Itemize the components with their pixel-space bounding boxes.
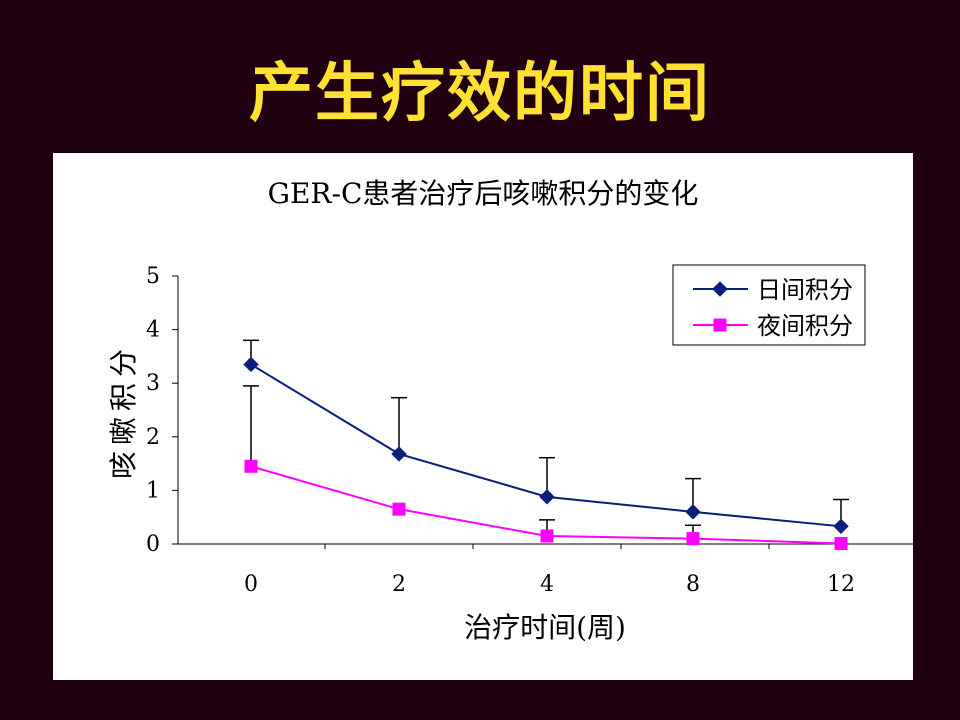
data-point-diamond xyxy=(833,518,849,535)
x-tick-label: 12 xyxy=(827,572,855,597)
x-tick-label: 4 xyxy=(540,572,554,597)
data-point-square xyxy=(244,459,258,473)
y-axis-label: 咳嗽积分 xyxy=(107,343,140,479)
x-axis-label: 治疗时间(周) xyxy=(464,611,626,644)
y-tick-label: 1 xyxy=(146,478,160,503)
data-point-diamond xyxy=(391,446,407,462)
chart-title: GER-C患者治疗后咳嗽积分的变化 xyxy=(268,177,699,210)
slide-title: 产生疗效的时间 xyxy=(249,57,711,131)
y-tick-label: 4 xyxy=(146,318,160,343)
legend-marker xyxy=(712,281,728,297)
legend-marker xyxy=(713,318,727,332)
data-point-square xyxy=(686,532,700,546)
x-tick-label: 8 xyxy=(686,572,700,597)
y-tick-label: 2 xyxy=(146,425,160,450)
x-tick-label: 0 xyxy=(244,572,258,597)
legend-label: 日间积分 xyxy=(757,276,853,304)
data-point-diamond xyxy=(539,489,555,505)
legend-box xyxy=(672,264,866,346)
data-point-square xyxy=(392,502,406,516)
x-tick-label: 2 xyxy=(392,572,406,597)
data-point-square xyxy=(834,536,848,550)
y-tick-label: 0 xyxy=(146,532,160,557)
legend-label: 夜间积分 xyxy=(757,312,853,340)
data-point-diamond xyxy=(685,504,701,520)
y-tick-label: 3 xyxy=(146,371,160,396)
y-tick-label: 5 xyxy=(146,264,160,289)
data-point-diamond xyxy=(243,356,259,373)
data-point-square xyxy=(540,529,554,543)
